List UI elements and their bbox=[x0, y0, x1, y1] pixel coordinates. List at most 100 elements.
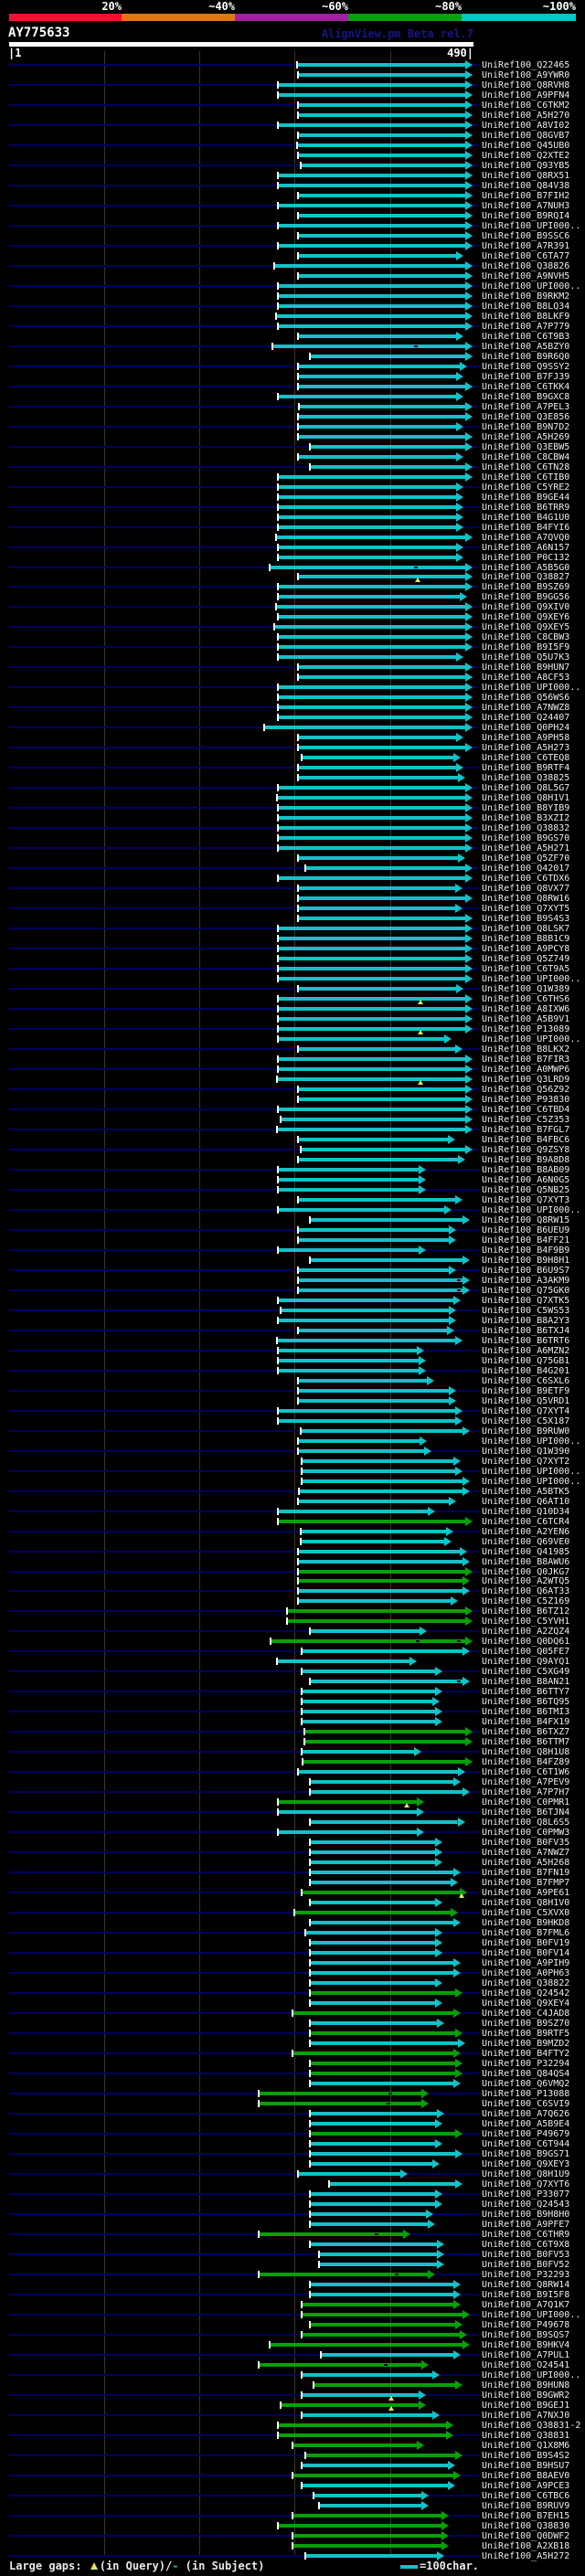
alignment-bar[interactable] bbox=[278, 1299, 453, 1302]
hit-label[interactable]: UniRef100_Q6AT33 bbox=[482, 1586, 570, 1596]
hit-label[interactable]: UniRef100_P13089 bbox=[482, 1024, 570, 1034]
hit-label[interactable]: UniRef100_A9PFE7 bbox=[482, 2220, 570, 2230]
hit-label[interactable]: UniRef100_A5BTK5 bbox=[482, 1487, 570, 1497]
hit-label[interactable]: UniRef100_Q8LSK7 bbox=[482, 924, 570, 934]
alignment-bar[interactable] bbox=[302, 2393, 419, 2397]
alignment-bar[interactable] bbox=[310, 1971, 453, 1975]
alignment-bar[interactable] bbox=[278, 716, 465, 719]
hit-label[interactable]: UniRef100_B9GS70 bbox=[482, 833, 570, 843]
alignment-bar[interactable] bbox=[278, 83, 465, 87]
alignment-bar[interactable] bbox=[278, 1027, 465, 1031]
alignment-bar[interactable] bbox=[298, 917, 465, 920]
alignment-bar[interactable] bbox=[302, 2464, 448, 2467]
alignment-bar[interactable] bbox=[305, 1931, 435, 1935]
hit-label[interactable]: UniRef100_UPI000.. bbox=[482, 221, 581, 231]
alignment-bar[interactable] bbox=[310, 1951, 435, 1955]
hit-label[interactable]: UniRef100_C6TA77 bbox=[482, 251, 570, 261]
hit-label[interactable]: UniRef100_C0PMR1 bbox=[482, 1797, 570, 1807]
alignment-bar[interactable] bbox=[276, 314, 465, 318]
alignment-bar[interactable] bbox=[298, 1087, 465, 1091]
alignment-bar[interactable] bbox=[297, 63, 465, 67]
alignment-bar[interactable] bbox=[278, 1208, 444, 1212]
alignment-bar[interactable] bbox=[329, 2182, 455, 2186]
alignment-bar[interactable] bbox=[298, 1599, 451, 1603]
hit-label[interactable]: UniRef100_Q0PH24 bbox=[482, 723, 570, 733]
hit-label[interactable]: UniRef100_B4G201 bbox=[482, 1366, 570, 1376]
alignment-bar[interactable] bbox=[301, 1540, 444, 1543]
alignment-bar[interactable] bbox=[321, 2353, 453, 2357]
alignment-bar[interactable] bbox=[298, 906, 455, 910]
hit-label[interactable]: UniRef100_B8LKX2 bbox=[482, 1044, 570, 1055]
hit-label[interactable]: UniRef100_B9RQI4 bbox=[482, 211, 570, 221]
alignment-bar[interactable] bbox=[298, 886, 455, 890]
alignment-bar[interactable] bbox=[301, 164, 465, 167]
hit-label[interactable]: UniRef100_B9S4S2 bbox=[482, 2451, 570, 2461]
hit-label[interactable]: UniRef100_Q38822 bbox=[482, 1978, 570, 1988]
hit-label[interactable]: UniRef100_A2XB18 bbox=[482, 2541, 570, 2551]
alignment-bar[interactable] bbox=[310, 355, 465, 358]
hit-label[interactable]: UniRef100_Q9AYQ1 bbox=[482, 1657, 570, 1667]
alignment-bar[interactable] bbox=[302, 1479, 463, 1483]
alignment-bar[interactable] bbox=[298, 234, 465, 238]
hit-label[interactable]: UniRef100_A5B9E4 bbox=[482, 2119, 570, 2129]
alignment-bar[interactable] bbox=[298, 1138, 448, 1141]
hit-label[interactable]: UniRef100_A9NVH5 bbox=[482, 271, 570, 281]
hit-label[interactable]: UniRef100_B4FBC6 bbox=[482, 1135, 570, 1145]
hit-label[interactable]: UniRef100_B6UEU9 bbox=[482, 1225, 570, 1235]
hit-label[interactable]: UniRef100_B9N7D2 bbox=[482, 422, 570, 432]
hit-label[interactable]: UniRef100_C5YRE2 bbox=[482, 482, 570, 493]
hit-label[interactable]: UniRef100_Q8RVH8 bbox=[482, 80, 570, 90]
alignment-bar[interactable] bbox=[259, 2092, 421, 2095]
alignment-bar[interactable] bbox=[298, 1579, 463, 1583]
hit-label[interactable]: UniRef100_A7NWZ8 bbox=[482, 703, 570, 713]
hit-label[interactable]: UniRef100_B9GS71 bbox=[482, 2149, 570, 2159]
alignment-bar[interactable] bbox=[298, 274, 465, 278]
alignment-bar[interactable] bbox=[310, 2122, 435, 2125]
hit-label[interactable]: UniRef100_B9ETF9 bbox=[482, 1386, 570, 1396]
hit-label[interactable]: UniRef100_B7FML6 bbox=[482, 1928, 570, 1938]
hit-label[interactable]: UniRef100_A7NXJ0 bbox=[482, 2411, 570, 2421]
hit-label[interactable]: UniRef100_B8YIB9 bbox=[482, 803, 570, 813]
alignment-bar[interactable] bbox=[278, 1007, 465, 1011]
hit-label[interactable]: UniRef100_A0MWP6 bbox=[482, 1065, 570, 1075]
alignment-bar[interactable] bbox=[310, 445, 465, 449]
alignment-bar[interactable] bbox=[298, 1238, 449, 1242]
alignment-bar[interactable] bbox=[274, 264, 465, 268]
hit-label[interactable]: UniRef100_B9RUV9 bbox=[482, 2501, 570, 2511]
hit-label[interactable]: UniRef100_Q24407 bbox=[482, 713, 570, 723]
hit-label[interactable]: UniRef100_B4G1U0 bbox=[482, 513, 570, 523]
hit-label[interactable]: UniRef100_A6N0G5 bbox=[482, 1175, 570, 1185]
hit-label[interactable]: UniRef100_B9GWR2 bbox=[482, 2390, 570, 2401]
hit-label[interactable]: UniRef100_Q38830 bbox=[482, 2521, 570, 2531]
alignment-bar[interactable] bbox=[298, 194, 465, 197]
alignment-bar[interactable] bbox=[302, 1690, 435, 1693]
alignment-bar[interactable] bbox=[304, 1730, 465, 1733]
alignment-bar[interactable] bbox=[310, 1680, 463, 1683]
hit-label[interactable]: UniRef100_P93830 bbox=[482, 1095, 570, 1105]
hit-label[interactable]: UniRef100_Q0JKG7 bbox=[482, 1567, 570, 1577]
hit-label[interactable]: UniRef100_A5H272 bbox=[482, 2551, 570, 2561]
hit-label[interactable]: UniRef100_B6TMI3 bbox=[482, 1707, 570, 1717]
alignment-bar[interactable] bbox=[310, 2192, 435, 2196]
alignment-bar[interactable] bbox=[298, 1589, 463, 1593]
alignment-bar[interactable] bbox=[298, 214, 465, 217]
alignment-bar[interactable] bbox=[298, 365, 460, 368]
alignment-bar[interactable] bbox=[292, 2443, 417, 2447]
alignment-bar[interactable] bbox=[278, 244, 465, 248]
alignment-bar[interactable] bbox=[278, 615, 465, 619]
hit-label[interactable]: UniRef100_A6N157 bbox=[482, 543, 570, 553]
hit-label[interactable]: UniRef100_C6TBD4 bbox=[482, 1105, 570, 1115]
alignment-bar[interactable] bbox=[278, 525, 456, 529]
alignment-bar[interactable] bbox=[278, 224, 465, 228]
hit-label[interactable]: UniRef100_B9SQS7 bbox=[482, 2330, 570, 2340]
hit-label[interactable]: UniRef100_Q56WS6 bbox=[482, 693, 570, 703]
alignment-bar[interactable] bbox=[310, 2152, 455, 2156]
hit-label[interactable]: UniRef100_B9RUW0 bbox=[482, 1426, 570, 1436]
alignment-bar[interactable] bbox=[278, 284, 465, 288]
hit-label[interactable]: UniRef100_Q38832 bbox=[482, 823, 570, 833]
hit-label[interactable]: UniRef100_Q9XEY5 bbox=[482, 622, 570, 632]
alignment-bar[interactable] bbox=[310, 465, 465, 469]
alignment-bar[interactable] bbox=[259, 2232, 403, 2236]
hit-label[interactable]: UniRef100_C5X187 bbox=[482, 1416, 570, 1426]
hit-label[interactable]: UniRef100_B9S4S3 bbox=[482, 914, 570, 924]
